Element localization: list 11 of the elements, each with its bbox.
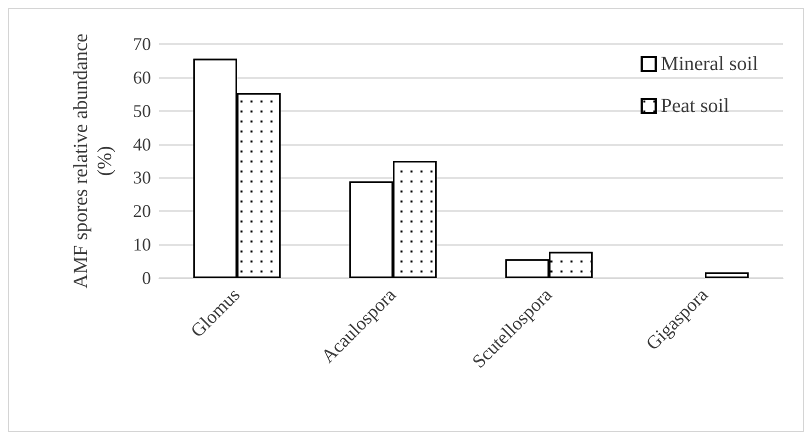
legend-label: Mineral soil <box>660 53 758 75</box>
y-tick-label: 40 <box>133 134 151 154</box>
y-tick-label: 70 <box>133 34 151 54</box>
y-axis-title: AMF spores relative abundance (%) <box>70 33 116 288</box>
y-tick-label: 60 <box>133 67 151 88</box>
legend-label: Peat soil <box>660 95 730 117</box>
y-tick-label: 50 <box>133 100 151 121</box>
y-tick-label: 10 <box>133 234 151 255</box>
y-tick-label: 0 <box>142 268 151 288</box>
y-tick-label: 20 <box>133 201 151 222</box>
y-tick-label: 30 <box>133 168 151 188</box>
